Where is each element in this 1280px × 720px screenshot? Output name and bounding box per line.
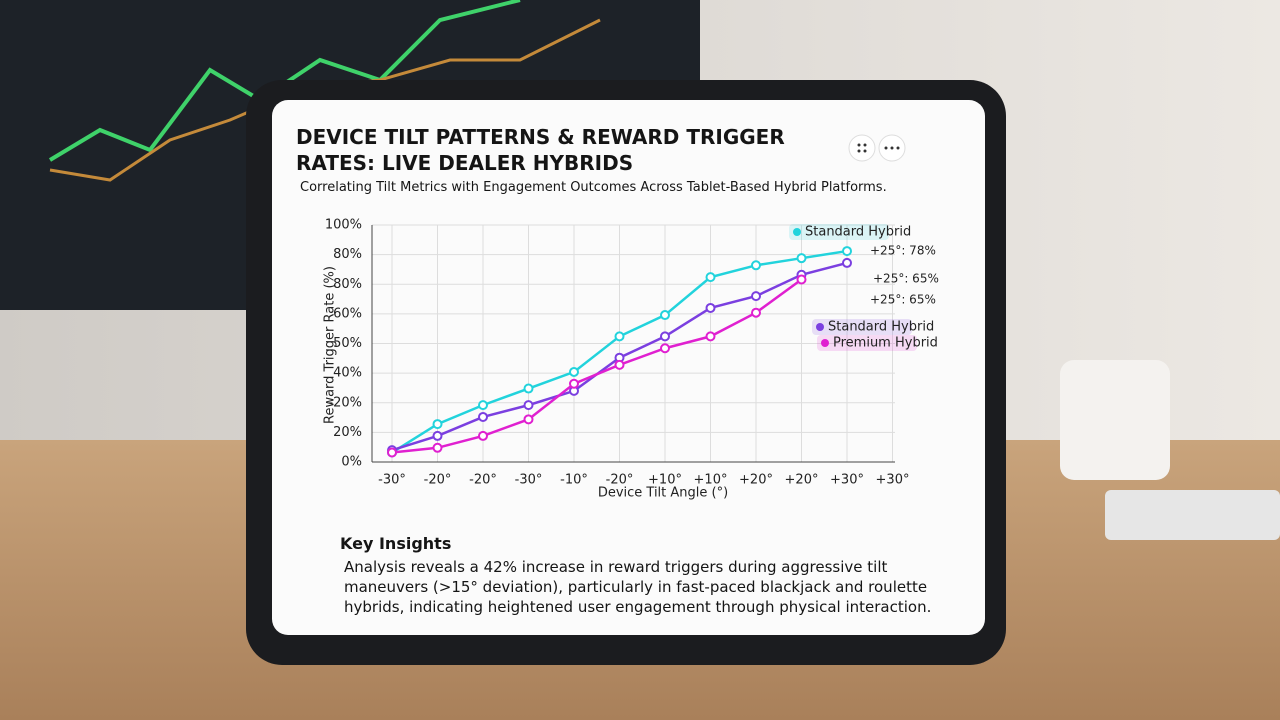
data-point <box>569 366 579 377</box>
data-point <box>614 331 625 342</box>
data-point <box>478 411 488 422</box>
data-point <box>614 359 625 370</box>
data-point <box>569 378 579 389</box>
data-point <box>705 302 716 313</box>
x-tick-label: -10° <box>560 473 588 488</box>
legend-label: Premium Hybrid <box>833 336 938 351</box>
grid-button[interactable] <box>848 134 876 162</box>
y-tick-label: -20% <box>328 395 362 410</box>
data-point <box>842 257 852 268</box>
x-tick-label: +20° <box>739 473 773 488</box>
annotation: +25°: 78% <box>870 244 936 258</box>
annotation: +25°: 65% <box>873 272 939 286</box>
x-axis-label: Device Tilt Angle (°) <box>598 486 728 501</box>
x-tick-label: -20° <box>606 473 634 488</box>
x-tick-label: +20° <box>785 473 819 488</box>
x-tick-label: +10° <box>694 473 728 488</box>
y-tick-label: 60% <box>333 306 362 321</box>
notebook <box>1105 490 1280 540</box>
data-point <box>660 331 670 342</box>
insights-heading: Key Insights <box>340 534 452 553</box>
tablet-screen <box>272 100 985 635</box>
y-tick-label: 0% <box>341 455 362 470</box>
annotation: +25°: 65% <box>870 293 936 307</box>
y-tick-label: 100% <box>325 218 362 233</box>
data-point <box>751 291 761 302</box>
x-tick-label: -20° <box>469 473 497 488</box>
legend-swatch <box>793 228 801 236</box>
legend-label: Standard Hybrid <box>805 225 911 240</box>
data-point <box>751 260 761 271</box>
data-point <box>432 442 443 453</box>
y-tick-label: 40% <box>333 366 362 381</box>
data-point <box>523 414 534 425</box>
data-point <box>796 253 807 264</box>
data-point <box>660 343 670 354</box>
data-point <box>705 331 716 342</box>
y-tick-label: 20% <box>333 425 362 440</box>
legend-pill <box>817 335 917 351</box>
data-point <box>523 400 534 411</box>
x-tick-label: -30° <box>378 473 406 488</box>
y-tick-label: 80% <box>333 247 362 262</box>
chart-title: DEVICE TILT PATTERNS & REWARD TRIGGER RA… <box>296 125 785 175</box>
series-line <box>391 278 803 454</box>
data-point <box>387 447 397 458</box>
insights-text: Analysis reveals a 42% increase in rewar… <box>344 558 932 616</box>
x-tick-label: -30° <box>515 473 543 488</box>
data-point <box>796 274 807 285</box>
data-point <box>478 430 488 441</box>
y-tick-label: 50% <box>333 336 362 351</box>
y-axis-label: Reward Trigger Rate (%) <box>323 266 338 424</box>
x-tick-label: -20° <box>424 473 452 488</box>
chart-subtitle: Correlating Tilt Metrics with Engagement… <box>300 180 887 195</box>
x-tick-label: +30° <box>876 473 910 488</box>
data-point <box>842 246 852 257</box>
legend-swatch <box>821 339 829 347</box>
x-tick-label: +10° <box>648 473 682 488</box>
data-point <box>432 419 443 430</box>
data-point <box>660 310 670 321</box>
button-dots <box>857 143 900 153</box>
data-point <box>478 400 488 411</box>
mug <box>1060 360 1170 480</box>
legend-swatch <box>816 323 824 331</box>
legend-pill <box>789 224 889 240</box>
data-point <box>751 307 761 318</box>
data-point <box>432 430 443 441</box>
legend-pill <box>812 319 912 335</box>
legend-label: Standard Hybrid <box>828 320 934 335</box>
data-point <box>523 383 534 394</box>
data-point <box>705 272 716 283</box>
x-tick-label: +30° <box>830 473 864 488</box>
y-tick-label: 80% <box>333 277 362 292</box>
